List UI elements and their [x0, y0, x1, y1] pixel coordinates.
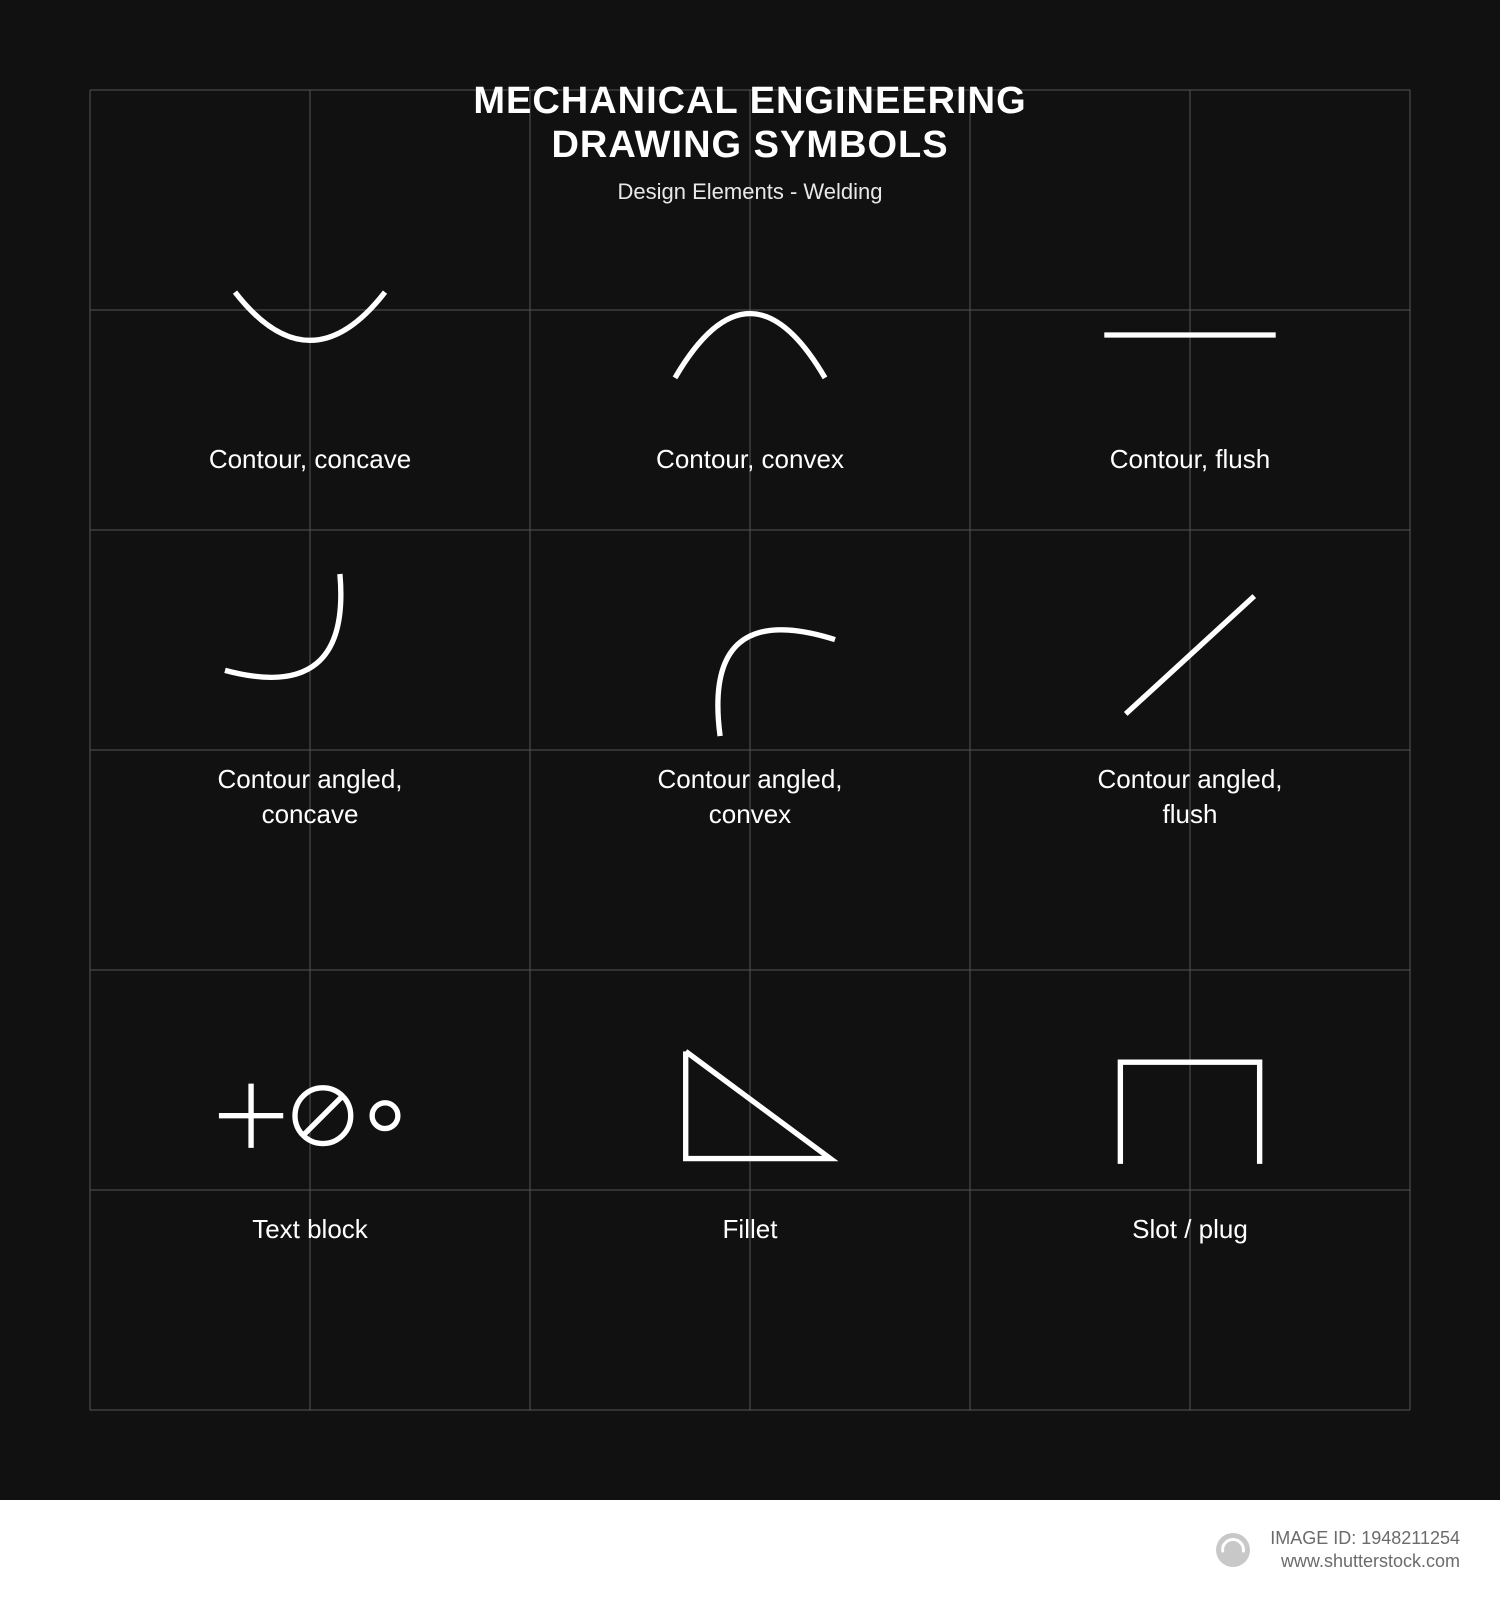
shutterstock-logo-icon	[1216, 1533, 1250, 1567]
slot-plug-icon	[1060, 1030, 1320, 1180]
image-id-text: IMAGE ID: 1948211254	[1270, 1527, 1460, 1550]
contour-angled-flush-label: Contour angled, flush	[1097, 762, 1282, 832]
diagram-stage: MECHANICAL ENGINEERING DRAWING SYMBOLS D…	[0, 0, 1500, 1500]
contour-concave-label: Contour, concave	[209, 442, 411, 477]
symbol-cell-text-block: Text block	[90, 1030, 530, 1247]
text-block-icon	[180, 1030, 440, 1180]
slot-plug-label: Slot / plug	[1132, 1212, 1248, 1247]
attribution-footer: IMAGE ID: 1948211254 www.shutterstock.co…	[0, 1500, 1500, 1600]
contour-angled-convex-label: Contour angled, convex	[657, 762, 842, 832]
contour-angled-convex-icon	[620, 580, 880, 730]
symbol-cell-contour-convex: Contour, convex	[530, 260, 970, 477]
contour-angled-concave-label: Contour angled, concave	[217, 762, 402, 832]
contour-angled-flush-icon	[1060, 580, 1320, 730]
symbol-cell-fillet: Fillet	[530, 1030, 970, 1247]
page-subtitle: Design Elements - Welding	[0, 179, 1500, 205]
symbol-cell-contour-angled-convex: Contour angled, convex	[530, 580, 970, 832]
contour-convex-label: Contour, convex	[656, 442, 844, 477]
fillet-icon	[620, 1030, 880, 1180]
contour-angled-concave-icon	[180, 580, 440, 730]
symbol-cell-contour-angled-flush: Contour angled, flush	[970, 580, 1410, 832]
text-block-label: Text block	[252, 1212, 368, 1247]
page-title: MECHANICAL ENGINEERING DRAWING SYMBOLS	[0, 80, 1500, 167]
fillet-label: Fillet	[723, 1212, 778, 1247]
symbol-cell-contour-concave: Contour, concave	[90, 260, 530, 477]
contour-flush-icon	[1060, 260, 1320, 410]
contour-convex-icon	[620, 260, 880, 410]
symbol-cell-contour-angled-concave: Contour angled, concave	[90, 580, 530, 832]
title-block: MECHANICAL ENGINEERING DRAWING SYMBOLS D…	[0, 80, 1500, 205]
contour-flush-label: Contour, flush	[1110, 442, 1270, 477]
site-text: www.shutterstock.com	[1270, 1550, 1460, 1573]
symbol-cell-slot-plug: Slot / plug	[970, 1030, 1410, 1247]
contour-concave-icon	[180, 260, 440, 410]
symbol-cell-contour-flush: Contour, flush	[970, 260, 1410, 477]
